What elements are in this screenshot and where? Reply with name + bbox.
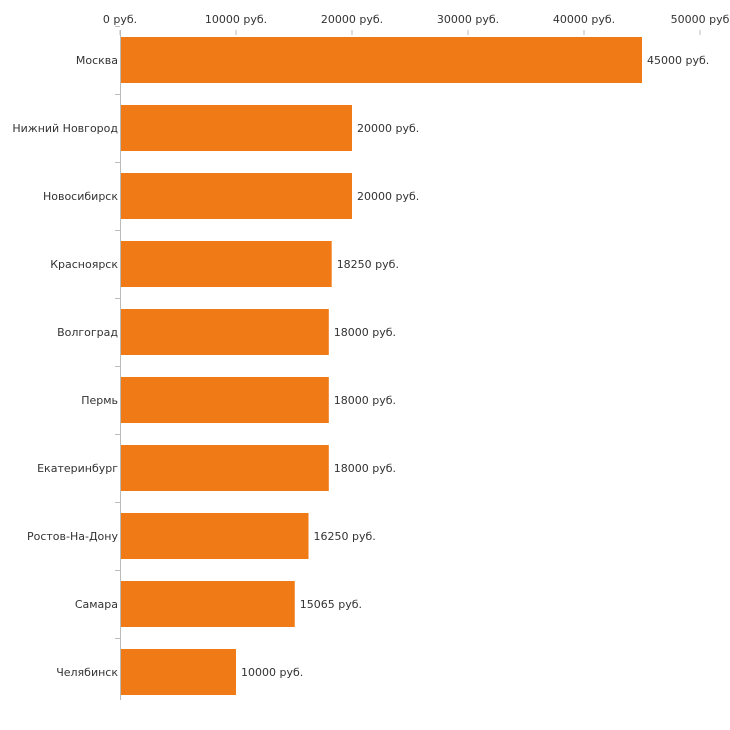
bar: [121, 241, 332, 287]
bar: [121, 581, 295, 627]
bar: [121, 377, 329, 423]
bar: [121, 649, 236, 695]
category-label: Самара: [75, 598, 118, 611]
data-labels: 45000 руб. 20000 руб. 20000 руб. 18250 руб.…: [241, 54, 709, 679]
y-axis: Москва Нижний Новгород Новосибирск Краснояр…: [12, 26, 121, 700]
value-label: 20000 руб.: [357, 122, 419, 135]
x-tick-label: 50000 руб: [671, 13, 730, 26]
x-tick-label: 10000 руб.: [205, 13, 267, 26]
bar: [121, 37, 642, 83]
bar: [121, 445, 329, 491]
category-label: Новосибирск: [43, 190, 118, 203]
value-label: 45000 руб.: [647, 54, 709, 67]
category-label: Челябинск: [56, 666, 118, 679]
category-label: Пермь: [81, 394, 118, 407]
bar: [121, 173, 352, 219]
value-label: 18000 руб.: [334, 462, 396, 475]
value-label: 18250 руб.: [337, 258, 399, 271]
value-label: 10000 руб.: [241, 666, 303, 679]
x-tick-label: 20000 руб.: [321, 13, 383, 26]
category-label: Ростов-На-Дону: [27, 530, 118, 543]
category-label: Красноярск: [50, 258, 118, 271]
value-label: 18000 руб.: [334, 326, 396, 339]
bars: [121, 37, 642, 695]
value-label: 18000 руб.: [334, 394, 396, 407]
x-tick-label: 0 руб.: [103, 13, 137, 26]
category-label: Нижний Новгород: [12, 122, 118, 135]
x-tick-label: 30000 руб.: [437, 13, 499, 26]
category-label: Волгоград: [57, 326, 118, 339]
category-label: Москва: [76, 54, 118, 67]
bar: [121, 513, 309, 559]
value-label: 15065 руб.: [300, 598, 362, 611]
x-axis: 0 руб. 10000 руб. 20000 руб. 30000 руб. 4000…: [103, 13, 730, 35]
x-tick-label: 40000 руб.: [553, 13, 615, 26]
value-label: 16250 руб.: [314, 530, 376, 543]
category-label: Екатеринбург: [37, 462, 118, 475]
value-label: 20000 руб.: [357, 190, 419, 203]
bar: [121, 309, 329, 355]
bar: [121, 105, 352, 151]
